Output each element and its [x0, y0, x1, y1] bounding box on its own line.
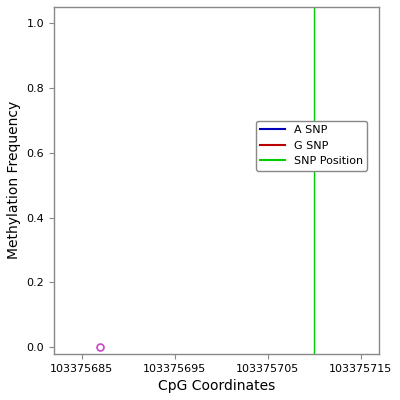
Legend: A SNP, G SNP, SNP Position: A SNP, G SNP, SNP Position — [256, 121, 367, 171]
X-axis label: CpG Coordinates: CpG Coordinates — [158, 379, 275, 393]
Y-axis label: Methylation Frequency: Methylation Frequency — [7, 101, 21, 260]
